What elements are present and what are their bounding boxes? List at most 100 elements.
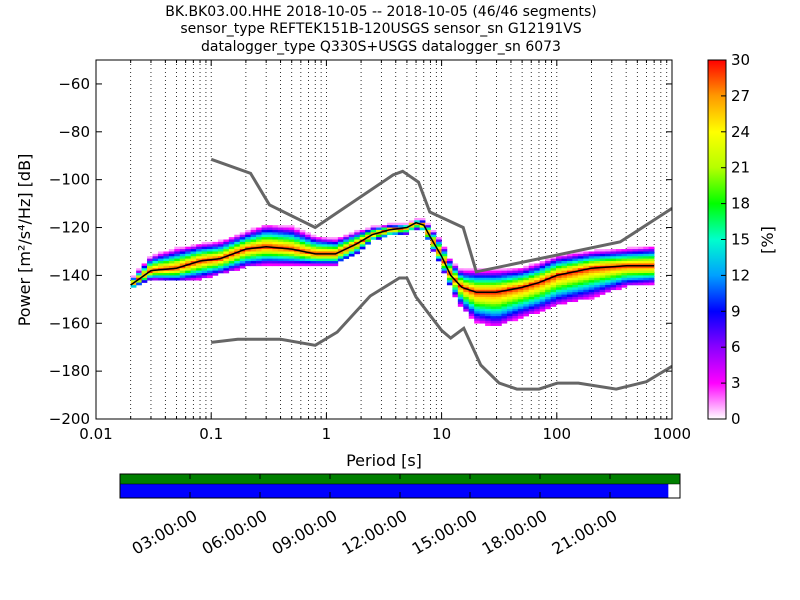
- psd-cell: [234, 268, 241, 271]
- psd-cell: [490, 306, 497, 310]
- psd-cell: [425, 237, 431, 240]
- psd-cell: [261, 263, 268, 267]
- colorbar-tick-label: 3: [731, 374, 741, 392]
- psd-cell: [539, 306, 546, 310]
- psd-cell: [599, 273, 606, 276]
- psd-cell: [343, 251, 350, 255]
- psd-cell: [207, 261, 213, 264]
- psd-cell: [190, 258, 197, 262]
- psd-cell: [305, 239, 311, 243]
- psd-cell: [610, 268, 617, 271]
- psd-cell: [648, 265, 655, 269]
- psd-cell: [572, 256, 579, 259]
- psd-cell: [277, 229, 284, 233]
- psd-cell: [468, 273, 475, 276]
- psd-cell: [468, 294, 475, 298]
- psd-cell: [539, 299, 546, 303]
- psd-cell: [174, 256, 181, 259]
- psd-cell: [141, 280, 148, 283]
- psd-cell: [566, 292, 573, 295]
- psd-cell: [196, 258, 202, 262]
- psd-cell: [283, 244, 290, 247]
- psd-cell: [550, 292, 557, 295]
- psd-cell: [561, 299, 568, 303]
- psd-cell: [245, 263, 251, 267]
- psd-cell: [386, 225, 393, 228]
- psd-cell: [305, 256, 311, 259]
- psd-cell: [326, 237, 333, 240]
- psd-cell: [316, 237, 322, 240]
- psd-cell: [648, 251, 655, 255]
- colorbar-tick-label: 12: [731, 266, 750, 284]
- psd-cell: [299, 232, 306, 236]
- psd-cell: [517, 282, 524, 286]
- low-noise-model-line: [211, 276, 672, 391]
- psd-cell: [332, 263, 339, 267]
- psd-cell: [457, 275, 464, 279]
- psd-cell: [566, 277, 573, 281]
- psd-cell: [234, 256, 241, 259]
- psd-cell: [496, 270, 502, 274]
- psd-cell: [261, 249, 268, 252]
- psd-cell: [381, 234, 388, 238]
- psd-cell: [512, 306, 519, 310]
- psd-cell: [605, 258, 611, 262]
- psd-cell: [637, 251, 644, 255]
- psd-cell: [506, 318, 513, 322]
- psd-cell: [457, 280, 464, 283]
- psd-cell: [446, 258, 453, 262]
- psd-cell: [572, 296, 579, 300]
- psd-cell: [283, 241, 290, 245]
- psd-cell: [217, 270, 224, 274]
- psd-cell: [365, 234, 371, 238]
- psd-cell: [217, 258, 224, 262]
- psd-cell: [147, 256, 153, 259]
- psd-cell: [343, 253, 350, 257]
- psd-cell: [496, 306, 502, 310]
- psd-cell: [256, 239, 262, 243]
- psd-cell: [561, 287, 568, 291]
- psd-cell: [506, 304, 513, 307]
- psd-cell: [468, 280, 475, 283]
- psd-cell: [479, 318, 486, 322]
- psd-cell: [201, 244, 208, 247]
- psd-cell: [277, 258, 284, 262]
- psd-cell: [485, 308, 491, 312]
- psd-cell: [583, 282, 590, 286]
- psd-cell: [457, 273, 464, 276]
- psd-cell: [239, 251, 246, 255]
- psd-cell: [283, 232, 290, 236]
- psd-cell: [637, 270, 644, 274]
- psd-cell: [207, 251, 213, 255]
- psd-cell: [550, 284, 557, 288]
- psd-cell: [501, 318, 508, 322]
- psd-cell: [277, 237, 284, 240]
- psd-cell: [332, 258, 339, 262]
- psd-cell: [228, 268, 235, 271]
- psd-cell: [277, 261, 284, 264]
- psd-cell: [441, 246, 448, 250]
- psd-cell: [436, 244, 442, 247]
- psd-cell: [490, 275, 497, 279]
- psd-cell: [452, 277, 459, 281]
- psd-cell: [610, 253, 617, 257]
- psd-cell: [348, 237, 355, 240]
- psd-cell: [550, 277, 557, 281]
- psd-cell: [316, 239, 322, 243]
- psd-cell: [288, 232, 295, 236]
- psd-cell: [168, 265, 175, 269]
- psd-cell: [196, 275, 202, 279]
- psd-cell: [534, 268, 540, 271]
- psd-cell: [190, 249, 197, 252]
- psd-cell: [490, 284, 497, 288]
- psd-cell: [496, 299, 502, 303]
- psd-cell: [250, 258, 257, 262]
- psd-cell: [506, 296, 513, 300]
- psd-cell: [217, 268, 224, 271]
- psd-cell: [506, 275, 513, 279]
- psd-cell: [261, 239, 268, 243]
- psd-cell: [512, 311, 519, 314]
- psd-cell: [490, 311, 497, 314]
- psd-cell: [577, 261, 584, 264]
- psd-cell: [359, 244, 366, 247]
